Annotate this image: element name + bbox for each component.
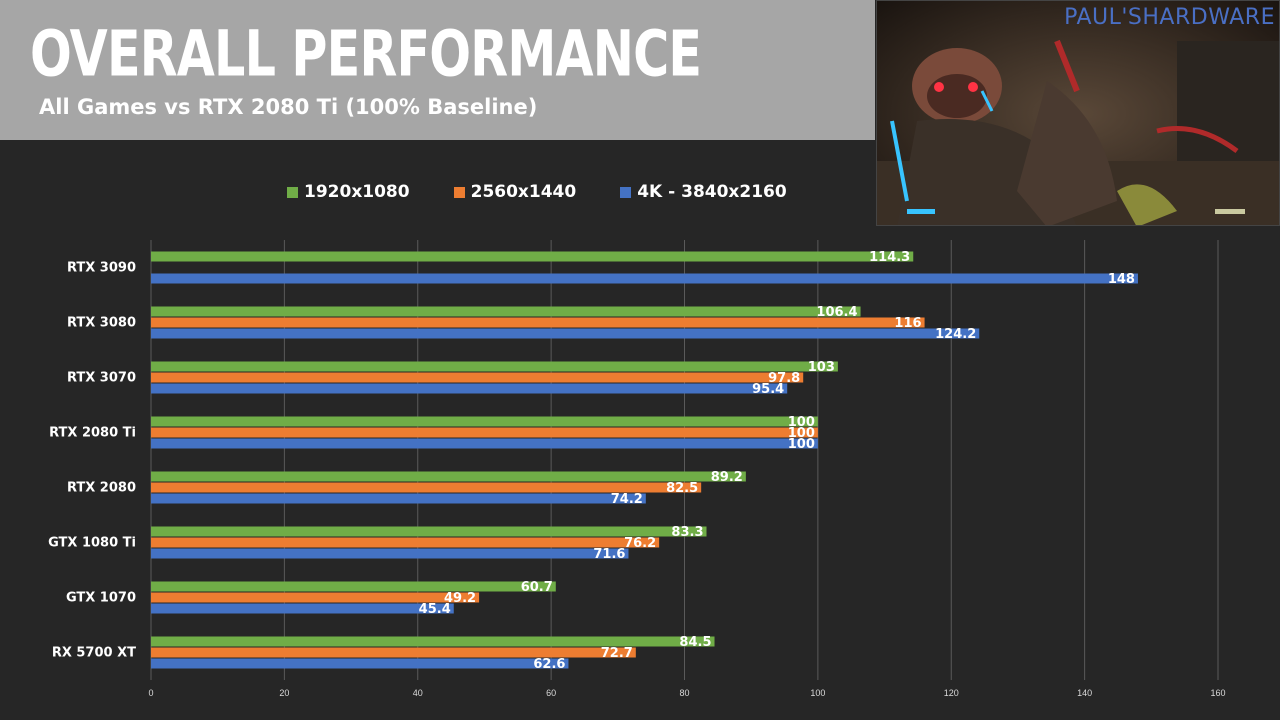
legend-swatch-blue [620,186,632,198]
bar [151,636,715,647]
data-label: 49.2 [444,591,476,606]
category-label: RTX 2080 Ti [49,426,136,441]
category-label: RTX 3080 [67,316,136,331]
data-label: 82.5 [666,481,698,496]
x-tick-label: 140 [1077,688,1092,698]
bar [151,526,707,537]
category-label: GTX 1070 [66,591,136,606]
x-tick-label: 20 [279,688,289,698]
x-tick-label: 100 [810,688,825,698]
bar [151,273,1138,284]
data-label: 103 [808,360,835,375]
legend-label-1440p: 2560x1440 [470,182,577,202]
bar [151,471,746,482]
bar [151,361,838,372]
bar [151,658,569,669]
data-label: 60.7 [521,580,553,595]
header-band: OVERALL PERFORMANCE All Games vs RTX 208… [0,0,875,140]
data-label: 84.5 [679,635,711,650]
legend-item-4k: 4K - 3840x2160 [620,182,787,202]
brand-logo: PAUL'SHARDWARE [1064,5,1275,30]
data-label: 72.7 [601,646,633,661]
bar [151,581,556,592]
x-tick-label: 0 [148,688,153,698]
data-label: 100 [788,426,815,441]
bar [151,548,629,559]
data-label: 74.2 [611,492,643,507]
page-title: OVERALL PERFORMANCE [30,18,702,92]
bar [151,537,660,548]
legend-item-1440p: 2560x1440 [453,182,577,202]
category-label: RTX 2080 [67,481,136,496]
data-label: 114.3 [869,250,910,265]
data-label: 83.3 [671,525,703,540]
data-label: 45.4 [419,602,451,617]
bar [151,592,480,603]
category-label: RX 5700 XT [52,646,136,661]
bar [151,438,818,449]
data-label: 106.4 [816,305,857,320]
x-tick-label: 160 [1210,688,1225,698]
data-label: 95.4 [752,382,784,397]
data-label: 100 [788,437,815,452]
data-label: 89.2 [711,470,743,485]
x-tick-label: 60 [546,688,556,698]
data-label: 97.8 [768,371,800,386]
gameplay-video-inset: PAUL'SHARDWARE [876,0,1280,226]
bar [151,317,925,328]
legend-swatch-green [287,186,298,198]
x-tick-label: 80 [679,688,689,698]
bar [151,427,818,438]
data-label: 62.6 [533,657,565,672]
bar [151,416,818,427]
data-label: 148 [1108,272,1135,287]
bar [151,328,980,339]
bar [151,306,861,317]
x-tick-label: 120 [944,688,959,698]
data-label: 100 [788,415,815,430]
legend: 1920x1080 2560x1440 4K - 3840x2160 [287,182,831,202]
data-label: 124.2 [935,327,976,342]
category-label: RTX 3090 [67,261,136,276]
legend-item-1080p: 1920x1080 [287,182,410,202]
chart-subtitle: All Games vs RTX 2080 Ti (100% Baseline) [39,95,538,119]
x-tick-label: 40 [413,688,423,698]
bar [151,493,646,504]
bar [151,482,702,493]
bar [151,251,914,262]
bar [151,383,788,394]
data-label: 116 [894,316,921,331]
data-label: 76.2 [624,536,656,551]
legend-label-1080p: 1920x1080 [304,182,410,202]
gameplay-scene-image [877,1,1279,225]
legend-swatch-orange [453,186,465,198]
bar [151,603,454,614]
legend-label-4k: 4K - 3840x2160 [637,182,787,202]
category-label: RTX 3070 [67,371,136,386]
category-label: GTX 1080 Ti [48,536,136,551]
data-label: 71.6 [593,547,625,562]
bar [151,647,636,658]
bar [151,372,804,383]
